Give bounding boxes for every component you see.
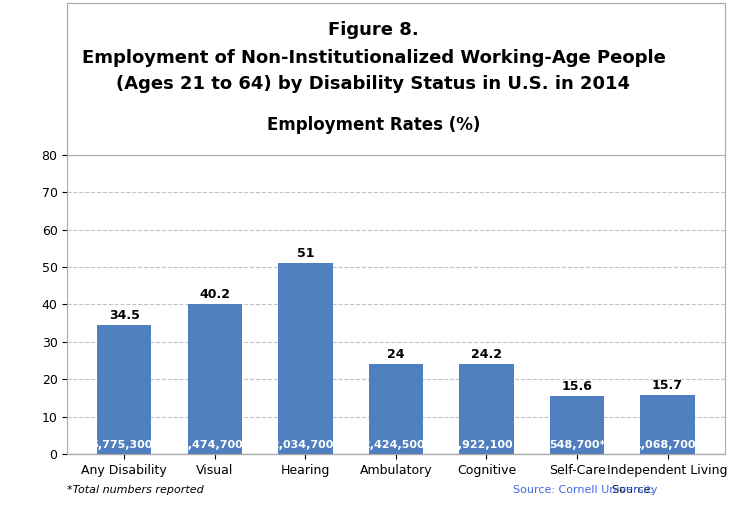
Bar <box>97 325 152 454</box>
Bar <box>187 304 242 454</box>
Bar <box>640 395 695 454</box>
Text: Source:: Source: <box>612 486 657 495</box>
Text: 6,775,300*: 6,775,300* <box>90 440 158 449</box>
Text: 40.2: 40.2 <box>199 288 230 301</box>
Text: Source: Cornell University: Source: Cornell University <box>513 486 657 495</box>
Text: 1,474,700*: 1,474,700* <box>181 440 249 449</box>
Text: 15.7: 15.7 <box>652 379 683 392</box>
Bar <box>459 364 514 454</box>
Text: Figure 8.: Figure 8. <box>328 21 419 39</box>
Text: (Ages 21 to 64) by Disability Status in U.S. in 2014: (Ages 21 to 64) by Disability Status in … <box>117 75 630 93</box>
Text: 24.2: 24.2 <box>471 348 502 361</box>
Bar <box>369 364 423 454</box>
Text: 34.5: 34.5 <box>109 309 140 322</box>
Text: 24: 24 <box>387 348 405 361</box>
Text: Employment Rates (%): Employment Rates (%) <box>267 116 480 134</box>
Text: 1,922,100 *: 1,922,100 * <box>450 440 523 449</box>
Text: 2,034,700*: 2,034,700* <box>271 440 339 449</box>
Text: 51: 51 <box>297 247 314 260</box>
Text: 1,068,700*: 1,068,700* <box>633 440 701 449</box>
Text: 2,424,500*: 2,424,500* <box>362 440 430 449</box>
Text: 548,700*: 548,700* <box>549 440 605 449</box>
Text: Employment of Non-Institutionalized Working-Age People: Employment of Non-Institutionalized Work… <box>81 49 666 67</box>
Bar <box>550 396 604 454</box>
Text: 15.6: 15.6 <box>562 380 592 393</box>
Text: *Total numbers reported: *Total numbers reported <box>67 486 204 495</box>
Bar <box>278 263 332 454</box>
